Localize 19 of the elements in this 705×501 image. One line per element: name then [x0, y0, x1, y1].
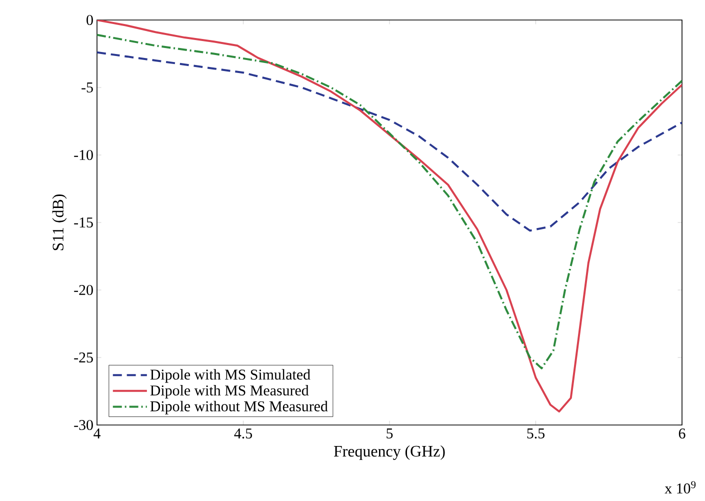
- x-tick-label: 5: [386, 428, 393, 438]
- y-axis-title: S11 (dB): [52, 194, 67, 250]
- y-tick-label: -15: [74, 218, 93, 228]
- x-tick-label: 4: [94, 428, 100, 438]
- x-tick-label: 6: [678, 428, 686, 439]
- y-tick-label: -30: [74, 420, 93, 430]
- y-tick-label: -5: [82, 82, 93, 92]
- line-series: [97, 51, 682, 232]
- legend-label: Dipole with MS Simulated: [150, 369, 310, 383]
- y-tick-label: -20: [74, 284, 93, 296]
- y-tick-label: -10: [74, 150, 93, 160]
- legend-label: Dipole without MS Measured: [150, 400, 328, 414]
- legend-label: Dipole with MS Measured: [150, 385, 309, 399]
- x-tick-label: 5.5: [527, 428, 545, 439]
- x-tick-label: 4.5: [234, 428, 252, 439]
- text: x 10$^{9}$: [664, 481, 696, 494]
- x-axis-title: Frequency (GHz): [334, 445, 445, 460]
- y-tick-label: 0: [86, 14, 93, 26]
- y-tick-label: -25: [74, 352, 93, 363]
